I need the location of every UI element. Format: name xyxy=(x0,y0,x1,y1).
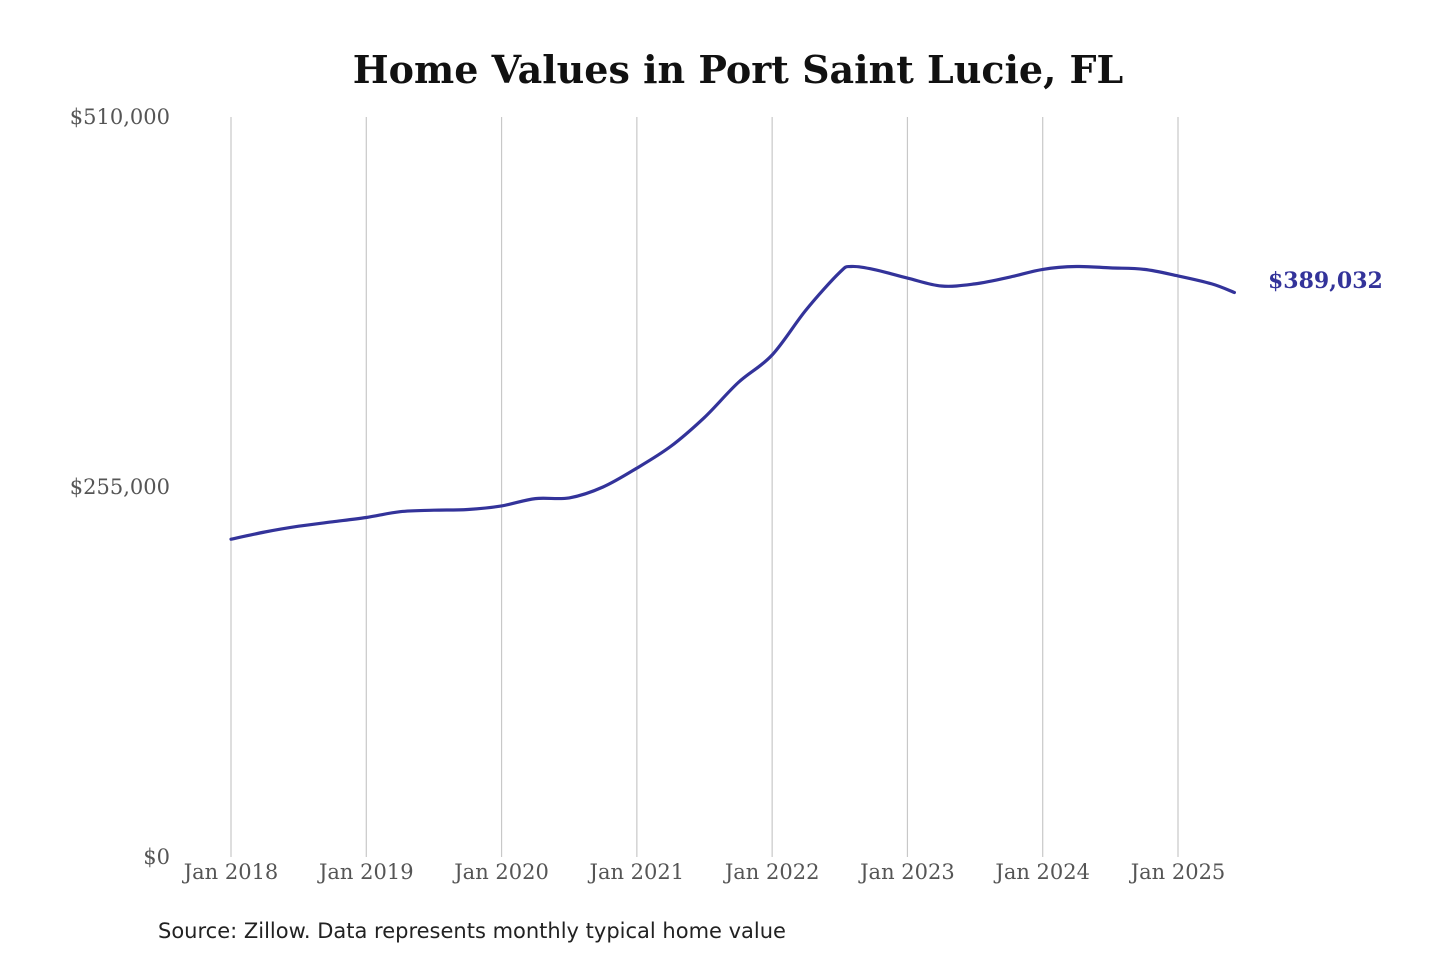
y-axis: $0 $255,000 $510,000 xyxy=(70,105,170,869)
chart-title: Home Values in Port Saint Lucie, FL xyxy=(353,47,1124,92)
y-tick-label: $510,000 xyxy=(70,105,170,129)
gridlines xyxy=(230,117,1179,857)
source-note: Source: Zillow. Data represents monthly … xyxy=(158,919,786,943)
x-tick-label: Jan 2021 xyxy=(588,860,685,884)
x-axis: Jan 2018 Jan 2019 Jan 2020 Jan 2021 Jan 2022… xyxy=(182,860,1226,884)
y-tick-label: $0 xyxy=(143,845,170,869)
x-tick-label: Jan 2019 xyxy=(317,860,414,884)
x-tick-label: Jan 2020 xyxy=(452,860,549,884)
end-value-label: $389,032 xyxy=(1268,268,1383,294)
x-tick-label: Jan 2025 xyxy=(1129,860,1226,884)
plot-area xyxy=(229,264,1236,541)
y-tick-label: $255,000 xyxy=(70,475,170,499)
x-tick-label: Jan 2024 xyxy=(993,860,1090,884)
x-tick-label: Jan 2022 xyxy=(723,860,820,884)
series-line-0 xyxy=(229,264,1236,541)
x-tick-label: Jan 2018 xyxy=(182,860,279,884)
x-tick-label: Jan 2023 xyxy=(858,860,955,884)
